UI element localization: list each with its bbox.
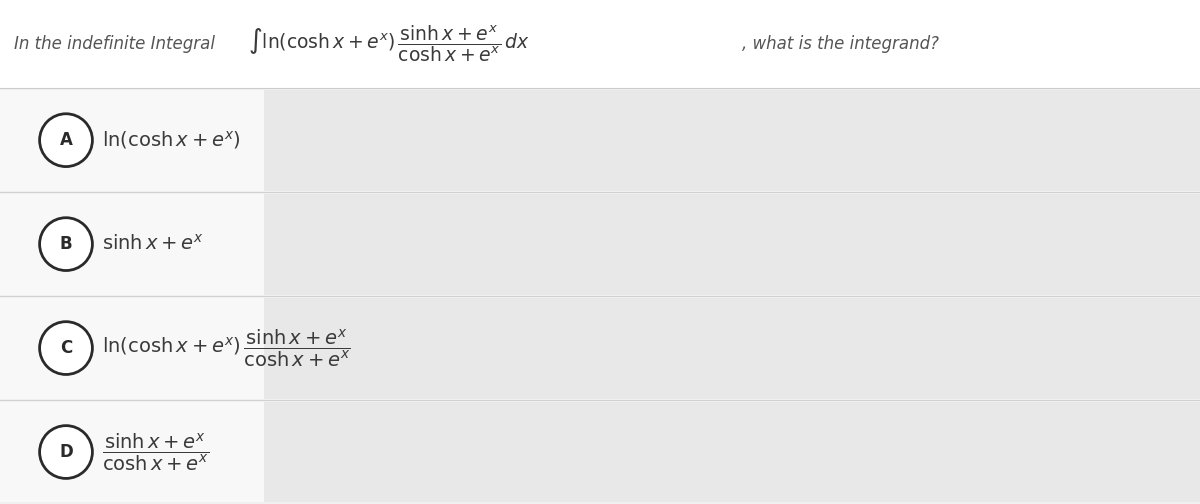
Text: , what is the integrand?: , what is the integrand? <box>742 35 938 53</box>
FancyBboxPatch shape <box>0 0 1200 88</box>
FancyBboxPatch shape <box>0 194 264 294</box>
FancyBboxPatch shape <box>0 402 264 502</box>
Ellipse shape <box>40 322 92 374</box>
Text: In the indefinite Integral: In the indefinite Integral <box>14 35 216 53</box>
FancyBboxPatch shape <box>0 402 1200 502</box>
Ellipse shape <box>40 218 92 271</box>
Text: A: A <box>60 131 72 149</box>
Ellipse shape <box>40 114 92 167</box>
Text: $\sinh x + e^x$: $\sinh x + e^x$ <box>102 234 204 254</box>
FancyBboxPatch shape <box>0 194 1200 294</box>
FancyBboxPatch shape <box>0 90 264 191</box>
Text: $\mathrm{ln}(\cosh x + e^x)$: $\mathrm{ln}(\cosh x + e^x)$ <box>102 129 241 151</box>
FancyBboxPatch shape <box>0 297 1200 399</box>
Ellipse shape <box>40 425 92 478</box>
Text: $\int \mathrm{ln}(\cosh x + e^x)\,\dfrac{\sinh x + e^x}{\cosh x + e^x}\,dx$: $\int \mathrm{ln}(\cosh x + e^x)\,\dfrac… <box>248 24 530 65</box>
FancyBboxPatch shape <box>0 90 1200 191</box>
Text: B: B <box>60 235 72 253</box>
FancyBboxPatch shape <box>0 297 264 399</box>
Text: C: C <box>60 339 72 357</box>
Text: $\dfrac{\sinh x + e^x}{\cosh x + e^x}$: $\dfrac{\sinh x + e^x}{\cosh x + e^x}$ <box>102 431 209 473</box>
Text: D: D <box>59 443 73 461</box>
Text: $\mathrm{ln}(\cosh x + e^x)\,\dfrac{\sinh x + e^x}{\cosh x + e^x}$: $\mathrm{ln}(\cosh x + e^x)\,\dfrac{\sin… <box>102 327 350 369</box>
